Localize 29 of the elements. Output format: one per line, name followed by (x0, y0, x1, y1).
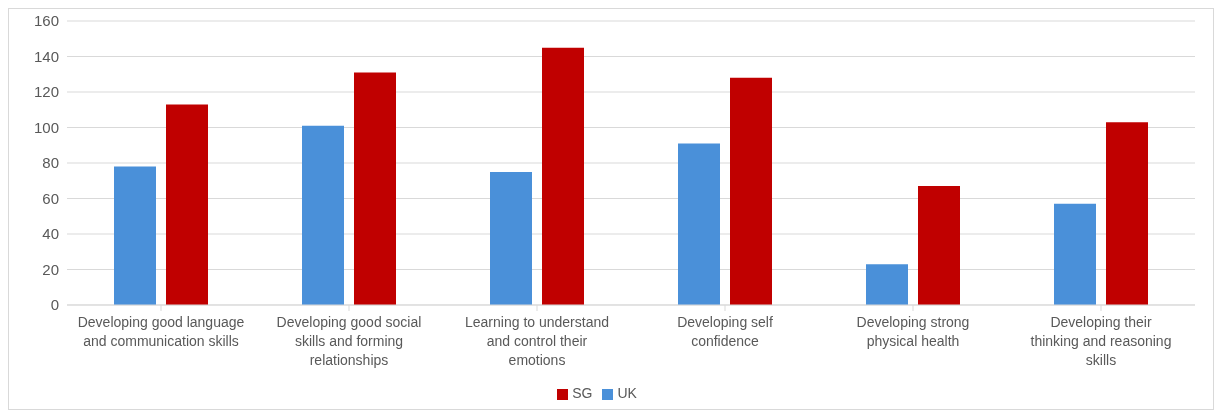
y-tick-label: 160 (33, 12, 59, 30)
bar (1054, 203, 1096, 305)
y-tick-label: 20 (42, 260, 59, 278)
bar (490, 171, 532, 305)
bar (354, 72, 396, 305)
bar (918, 186, 960, 305)
bar (302, 125, 344, 305)
x-tick-label: Developing good social skills and forming relationships (276, 314, 422, 368)
bar (730, 77, 772, 305)
legend-label: SG (572, 385, 593, 401)
bar (866, 264, 908, 305)
legend-label: UK (617, 385, 637, 401)
y-tick-label: 100 (33, 118, 59, 136)
x-tick-label: Developing their thinking and reasoning skills (1030, 314, 1172, 368)
bar (166, 104, 208, 305)
bar (542, 47, 584, 305)
y-tick-label: 80 (42, 154, 59, 172)
bar (678, 143, 720, 305)
x-tick-label: Developing good language and communication skills (77, 314, 245, 349)
x-tick-label: Learning to understand and control their emotions (465, 314, 609, 368)
x-tick-label: Developing strong physical health (856, 314, 970, 349)
y-tick-label: 40 (42, 225, 59, 243)
y-tick-label: 140 (33, 47, 59, 65)
y-tick-label: 120 (33, 83, 59, 101)
x-tick-label: Developing self confidence (677, 314, 773, 349)
y-tick-label: 60 (42, 189, 59, 207)
bar (1106, 122, 1148, 305)
bar (114, 166, 156, 305)
y-tick-label: 0 (50, 296, 59, 314)
